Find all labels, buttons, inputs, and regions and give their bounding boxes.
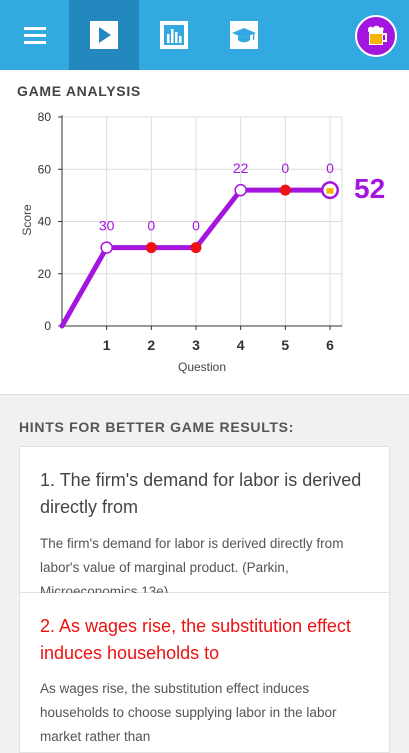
wrong-marker <box>145 242 157 254</box>
hint-card: 2. As wages rise, the substitution effec… <box>19 593 390 753</box>
hint-question: 2. As wages rise, the substitution effec… <box>40 616 351 663</box>
x-axis-ticks: 1 2 3 4 5 6 <box>103 326 334 353</box>
x-axis-label: Question <box>178 360 226 374</box>
avatar-marker <box>321 181 339 200</box>
game-analysis-panel: GAME ANALYSIS 0 20 40 60 80 1 2 3 4 5 6 Score Que… <box>0 70 409 395</box>
points-labels: 30 0 0 22 0 0 <box>99 160 334 233</box>
question-markers <box>100 181 339 254</box>
hint-answer: The firm's demand for labor is derived d… <box>40 536 344 599</box>
points-label: 0 <box>326 160 334 176</box>
graduation-cap-icon <box>230 21 258 49</box>
total-score: 52 <box>354 173 385 204</box>
hints-title: HINTS FOR BETTER GAME RESULTS: <box>19 419 295 435</box>
x-tick-label: 5 <box>281 337 289 353</box>
points-label: 0 <box>147 218 155 234</box>
x-tick-label: 3 <box>192 337 200 353</box>
y-tick-label: 0 <box>44 319 51 333</box>
y-tick-label: 20 <box>38 267 52 281</box>
game-analysis-title: GAME ANALYSIS <box>17 83 141 99</box>
hint-question: 1. The firm's demand for labor is derive… <box>40 470 362 517</box>
wrong-marker <box>190 242 202 254</box>
points-label: 0 <box>281 160 289 176</box>
correct-marker <box>234 183 247 197</box>
x-tick-label: 4 <box>237 337 245 353</box>
menu-button[interactable] <box>0 0 70 70</box>
y-tick-label: 40 <box>38 215 52 229</box>
chart-axes <box>61 115 342 327</box>
menu-icon <box>24 27 46 44</box>
tab-play[interactable] <box>69 0 139 70</box>
points-label: 0 <box>192 218 200 234</box>
user-avatar[interactable] <box>355 15 397 57</box>
beer-mug-icon <box>368 25 387 45</box>
wrong-marker <box>279 184 291 196</box>
points-label: 30 <box>99 218 115 234</box>
x-tick-label: 1 <box>103 337 111 353</box>
hint-card: 1. The firm's demand for labor is derive… <box>19 446 390 599</box>
y-axis-label: Score <box>20 204 34 236</box>
y-tick-label: 80 <box>38 110 52 124</box>
x-tick-label: 6 <box>326 337 334 353</box>
bar-chart-icon <box>160 21 188 49</box>
y-tick-label: 60 <box>38 162 52 176</box>
correct-marker <box>100 241 113 254</box>
tab-statistics[interactable] <box>139 0 209 70</box>
top-nav-bar <box>0 0 409 70</box>
x-tick-label: 2 <box>147 337 155 353</box>
play-icon <box>90 21 118 49</box>
hint-answer: As wages rise, the substitution effect i… <box>40 681 337 744</box>
y-axis-ticks: 0 20 40 60 80 <box>38 110 62 333</box>
points-label: 22 <box>233 160 249 176</box>
tab-learn[interactable] <box>209 0 279 70</box>
